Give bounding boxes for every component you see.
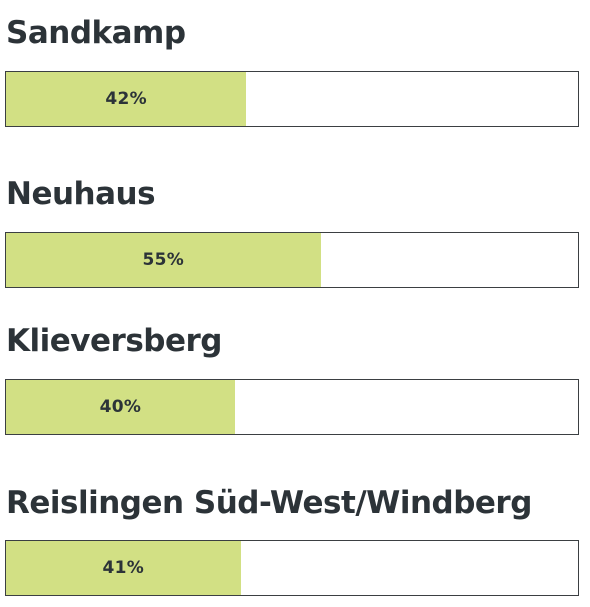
bar: 55%: [6, 233, 321, 287]
bar-track: 55%: [5, 232, 579, 288]
bar-label: Sandkamp: [6, 15, 186, 51]
bar: 42%: [6, 72, 247, 126]
bar-track: 41%: [5, 540, 579, 596]
bar-track: 40%: [5, 379, 579, 435]
bar-value-label: 41%: [102, 558, 145, 578]
bar-label: Neuhaus: [6, 176, 156, 212]
bar: 40%: [6, 380, 235, 434]
bar-track: 42%: [5, 71, 579, 127]
bar-label: Klieversberg: [6, 323, 222, 359]
bar-value-label: 42%: [105, 89, 147, 109]
bar-label: Reislingen Süd-West/Windberg: [6, 485, 532, 521]
bar: 41%: [6, 541, 241, 595]
bar-value-label: 40%: [99, 397, 142, 417]
bar-value-label: 55%: [142, 250, 185, 270]
